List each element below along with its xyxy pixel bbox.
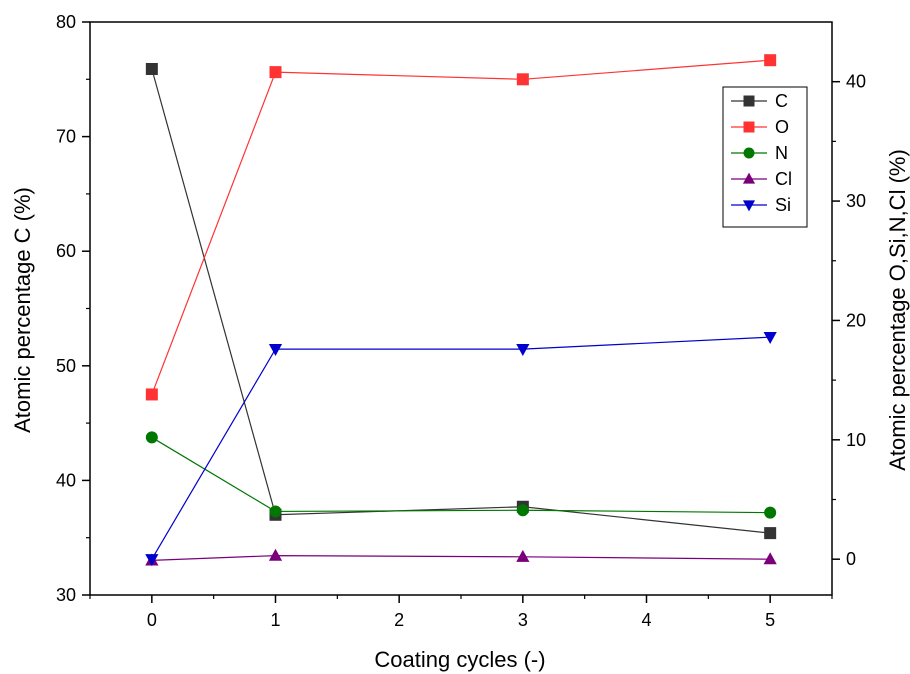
legend-entry-c: C [731,91,788,111]
series-line-cl [151,555,771,561]
legend-label: Si [775,195,791,215]
y-left-tick-label: 40 [56,470,76,490]
data-point-si [516,343,530,356]
y-left-tick-label: 50 [56,356,76,376]
y-left-tick-label: 80 [56,12,76,32]
series-line-o [151,59,771,395]
data-point-n [269,505,282,518]
data-point-cl [763,552,777,565]
legend-label: O [775,117,789,137]
x-axis: 0 1 2 3 4 5 [89,595,833,630]
data-point-c [145,62,158,75]
y-right-tick-label: 30 [846,191,866,211]
data-point-o [764,54,777,67]
x-tick-label: 5 [765,610,775,630]
y-axis-right-title: Atomic percentage O,Si,N,Cl (%) [885,149,910,471]
series-layer [145,54,777,567]
series-cl [145,548,777,566]
data-point-o [269,66,282,79]
series-line-c [151,68,771,534]
legend-box [722,86,808,228]
y-right-tick-label: 40 [846,72,866,92]
series-o [145,54,777,401]
legend-marker [743,121,755,133]
legend-label: N [775,143,788,163]
y-axis-right: 0 10 20 30 40 [832,72,866,569]
series-line-si [151,336,771,560]
y-left-tick-label: 70 [56,127,76,147]
legend-entry-cl: Cl [731,169,792,189]
data-point-o [145,388,158,401]
x-axis-title: Coating cycles (-) [374,647,545,672]
x-tick-label: 2 [394,610,404,630]
x-tick-label: 4 [641,610,651,630]
data-point-c [764,527,777,540]
data-point-si [763,332,777,345]
series-c [145,62,777,540]
legend-label: C [775,91,788,111]
y-left-tick-label: 30 [56,585,76,605]
y-right-tick-label: 20 [846,310,866,330]
legend: CON Cl Si [722,86,808,228]
legend-entry-o: O [731,117,789,137]
y-left-tick-label: 60 [56,241,76,261]
data-point-o [516,73,529,86]
y-right-tick-label: 0 [846,549,856,569]
y-axis-left: 30 40 50 60 70 80 [56,12,90,605]
legend-label: Cl [775,169,792,189]
legend-marker [742,172,756,184]
y-right-tick-label: 10 [846,430,866,450]
data-point-si [145,554,159,567]
y-axis-left-title: Atomic percentage C (%) [10,187,35,433]
series-n [145,431,777,519]
legend-entry-n: N [731,143,788,163]
legend-entry-si: Si [731,195,791,215]
series-line-n [151,436,771,514]
data-point-cl [268,548,283,561]
data-point-n [145,431,158,444]
x-tick-label: 3 [518,610,528,630]
legend-marker [743,147,755,159]
x-tick-label: 1 [270,610,280,630]
x-tick-label: 0 [147,610,157,630]
data-point-n [516,504,529,517]
legend-marker [742,200,756,212]
series-si [145,332,777,567]
legend-marker [743,95,755,107]
data-point-n [764,506,777,519]
data-point-si [268,343,283,356]
data-point-cl [516,549,530,562]
